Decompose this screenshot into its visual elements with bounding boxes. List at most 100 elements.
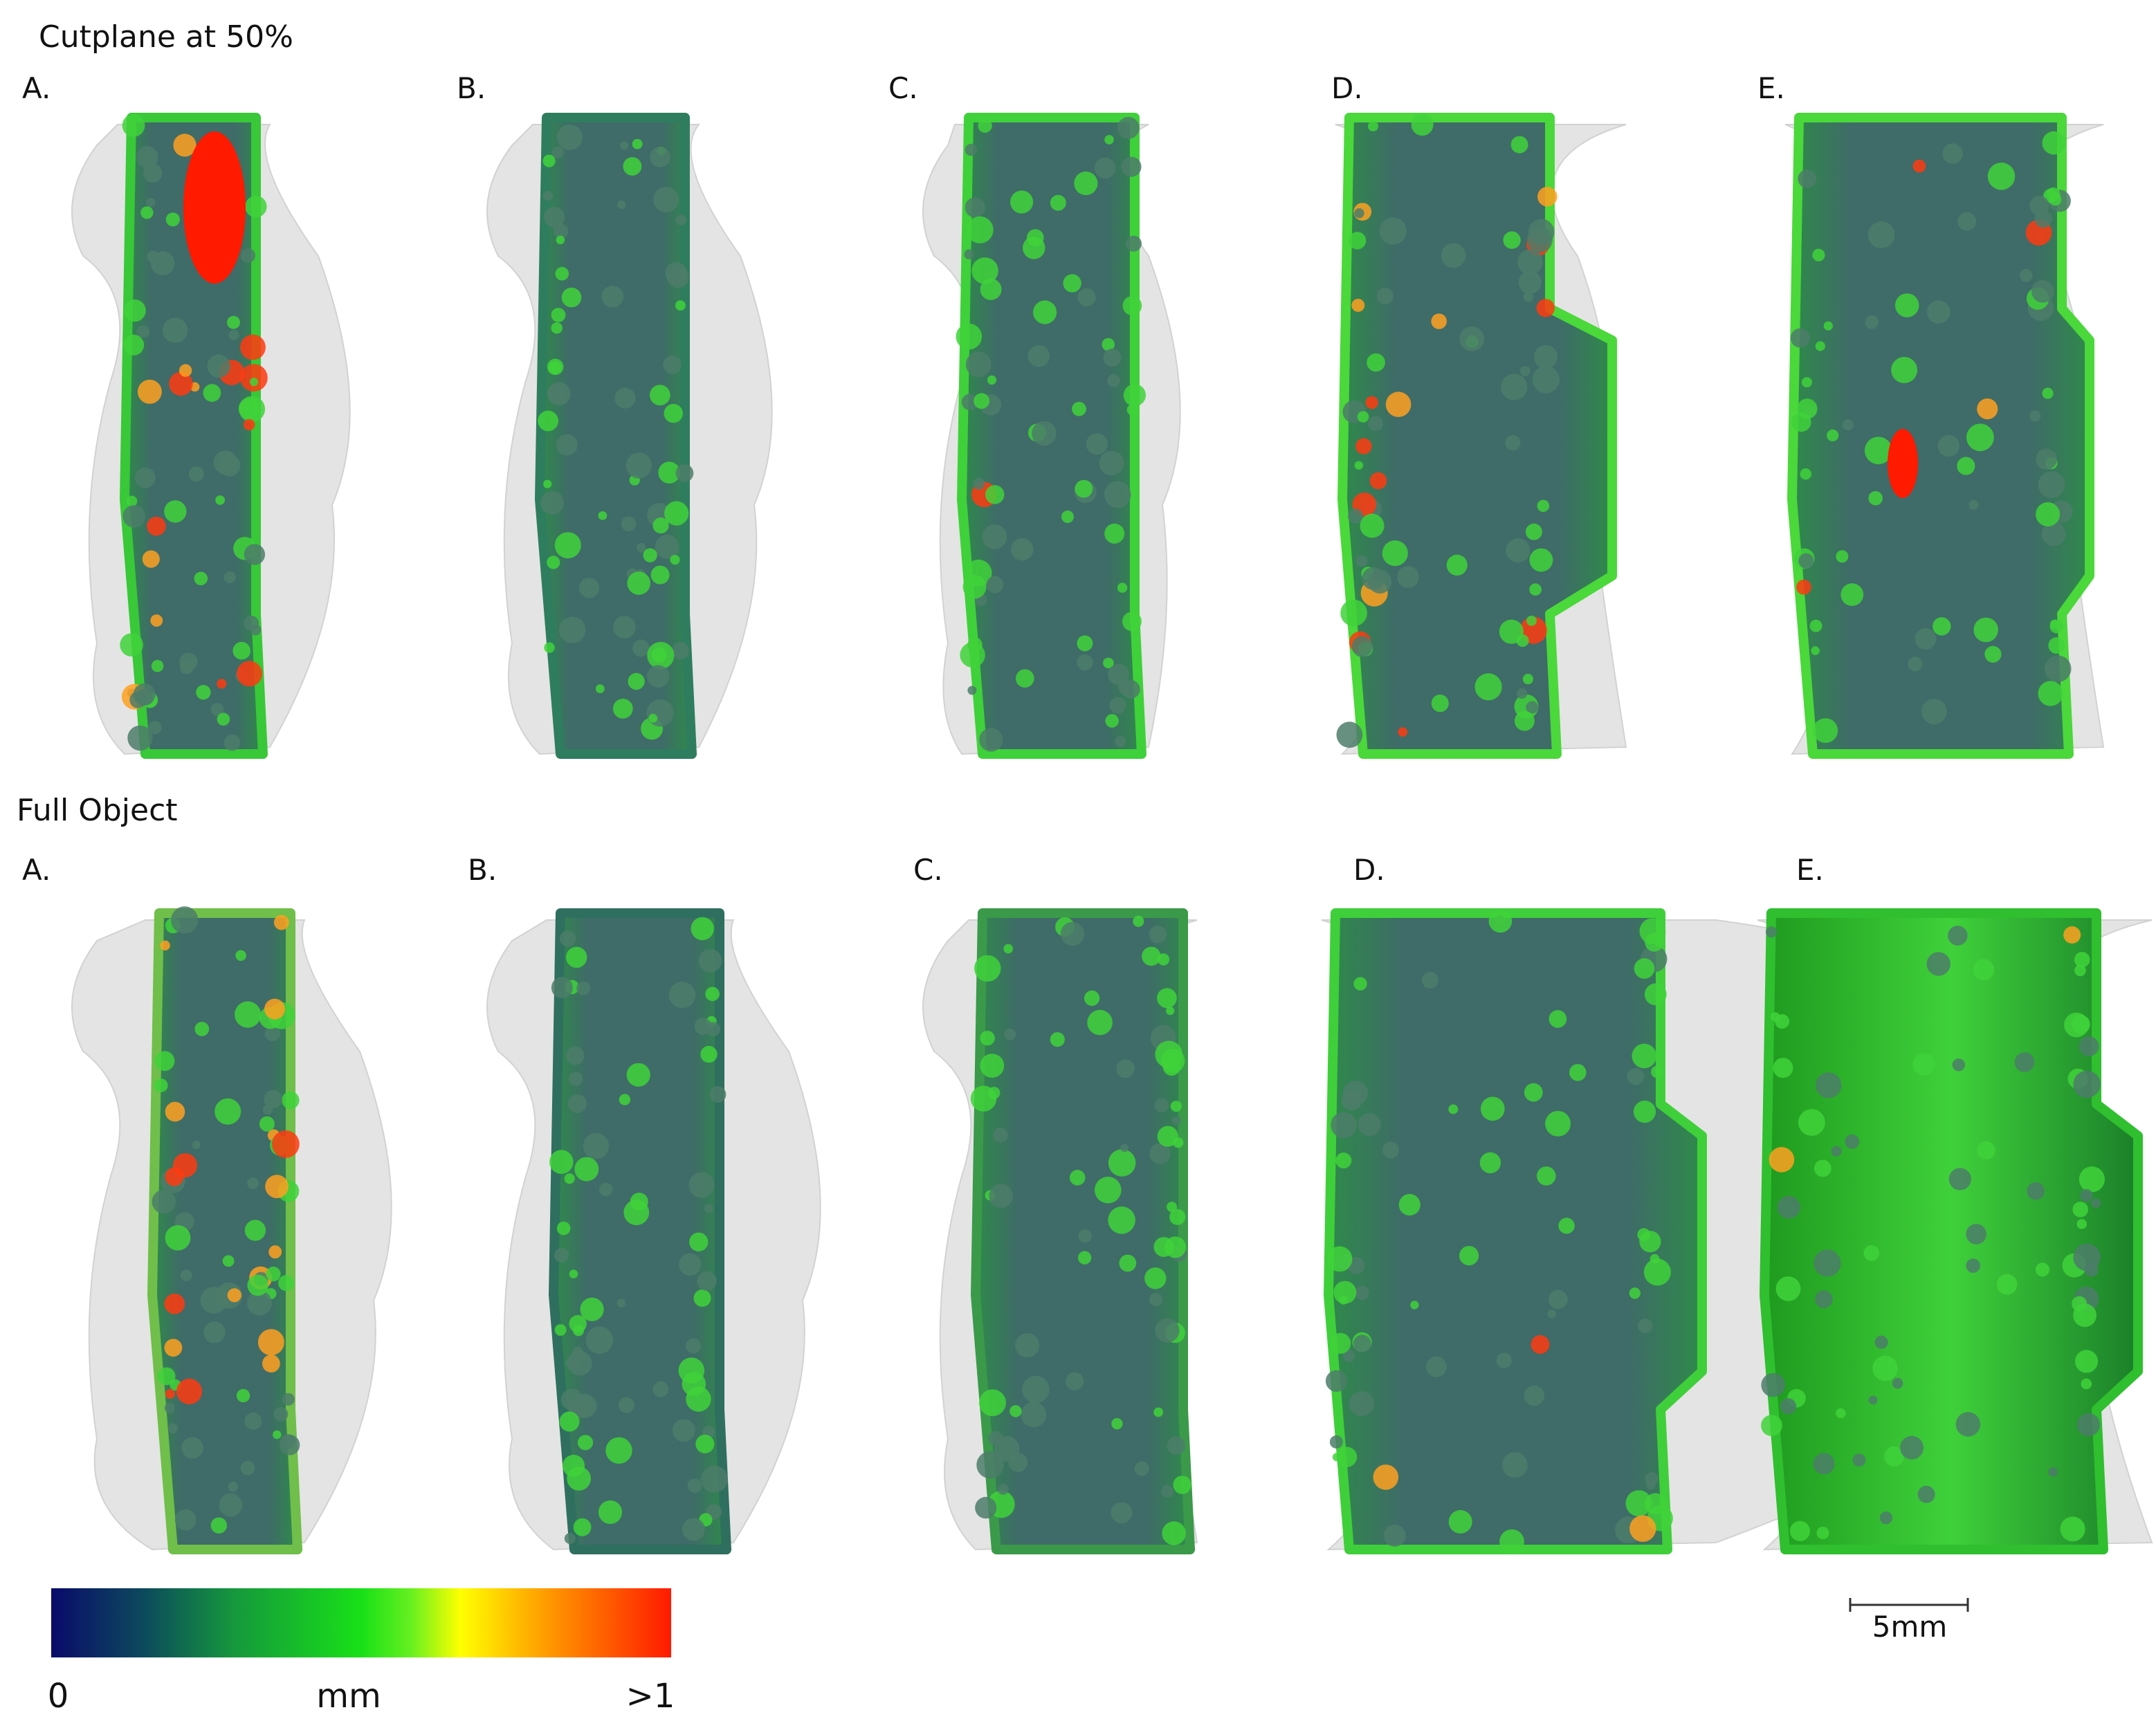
texture-spot: [573, 1325, 584, 1336]
texture-spot: [1342, 1350, 1355, 1362]
texture-spot: [1459, 326, 1485, 351]
texture-spot: [1643, 1258, 1671, 1286]
texture-spot: [1353, 1334, 1371, 1353]
texture-spot: [1836, 1408, 1846, 1419]
texture-spot: [262, 1354, 280, 1373]
colorbar: [51, 1588, 671, 1657]
texture-spot: [664, 403, 683, 423]
texture-spot: [1816, 1072, 1842, 1099]
rendering: [922, 113, 1181, 759]
texture-spot: [1122, 296, 1142, 315]
texture-spot: [1761, 1415, 1782, 1437]
texture-spot: [2076, 1413, 2101, 1437]
texture-spot: [1104, 523, 1125, 544]
texture-spot: [1077, 635, 1093, 652]
texture-spot: [157, 1367, 176, 1386]
texture-spot: [266, 1267, 281, 1282]
texture-spot: [1505, 434, 1521, 451]
texture-spot: [1529, 583, 1542, 596]
texture-spot: [165, 212, 180, 227]
texture-spot: [1798, 1109, 1825, 1136]
texture-spot: [1003, 944, 1013, 954]
texture-spot: [1355, 1286, 1369, 1300]
texture-spot: [1872, 1355, 1898, 1381]
texture-spot: [162, 318, 188, 343]
texture-spot: [1790, 328, 1810, 348]
texture-spot: [240, 248, 255, 264]
texture-spot: [688, 1172, 715, 1198]
texture-spot: [558, 616, 586, 643]
texture-spot: [240, 1460, 255, 1476]
rendering: [486, 908, 821, 1554]
texture-spot: [1167, 1202, 1178, 1213]
texture-spot: [236, 1388, 250, 1403]
texture-spot: [985, 485, 1005, 504]
texture-spot: [1955, 1412, 1981, 1437]
texture-spot: [974, 955, 1001, 982]
texture-spot: [1094, 157, 1116, 179]
rendering: [1757, 908, 2153, 1554]
texture-spot: [2036, 502, 2061, 526]
texture-spot: [2038, 681, 2063, 706]
texture-spot: [150, 251, 175, 276]
panel-label: B.: [457, 71, 486, 105]
texture-spot: [268, 1245, 282, 1259]
texture-spot: [1815, 1290, 1833, 1308]
texture-spot: [542, 190, 554, 201]
texture-spot: [1966, 1224, 1986, 1244]
texture-spot: [134, 467, 156, 488]
texture-spot: [989, 1184, 1013, 1208]
texture-spot: [165, 1388, 176, 1399]
column-body: [549, 908, 731, 1554]
texture-spot: [1868, 490, 1883, 506]
texture-spot: [1149, 1143, 1171, 1164]
texture-spot: [1448, 1104, 1459, 1114]
texture-spot: [653, 187, 679, 212]
texture-spot: [595, 684, 605, 694]
texture-spot: [1531, 1335, 1550, 1354]
texture-spot: [1330, 1332, 1351, 1354]
texture-spot: [1171, 1116, 1181, 1125]
texture-spot: [650, 147, 670, 167]
texture-spot: [136, 688, 153, 706]
texture-spot: [1410, 1300, 1419, 1309]
texture-spot: [1160, 1049, 1185, 1073]
texture-spot: [1816, 1527, 1829, 1539]
texture-spot: [1499, 619, 1524, 644]
texture-spot: [1987, 163, 2016, 190]
texture-spot: [2034, 210, 2052, 228]
texture-spot: [210, 703, 224, 717]
texture-spot: [1532, 366, 1560, 394]
texture-spot: [282, 1392, 295, 1406]
texture-spot: [960, 642, 985, 668]
texture-spot: [1108, 1206, 1135, 1234]
texture-spot: [1077, 654, 1093, 671]
texture-spot: [686, 1338, 702, 1354]
rendering: [1335, 113, 1627, 759]
texture-spot: [576, 981, 591, 995]
texture-spot: [147, 516, 166, 536]
texture-spot: [1789, 1520, 1811, 1541]
texture-spot: [1446, 554, 1468, 576]
texture-spot: [1077, 288, 1096, 306]
texture-spot: [1121, 156, 1142, 177]
texture-spot: [1126, 403, 1139, 416]
texture-spot: [1549, 1010, 1567, 1028]
texture-spot: [219, 454, 241, 477]
texture-spot: [2048, 1467, 2058, 1477]
hot-spot: [183, 131, 246, 284]
texture-spot: [1032, 421, 1057, 446]
texture-spot: [1884, 1446, 1905, 1467]
texture-spot: [574, 1157, 599, 1182]
texture-spot: [238, 398, 260, 420]
texture-spot: [649, 385, 670, 406]
scale-bar: [1849, 1598, 1969, 1612]
texture-spot: [164, 1294, 185, 1314]
texture-spot: [137, 379, 162, 404]
texture-spot: [540, 490, 564, 515]
texture-spot: [1119, 1254, 1137, 1272]
texture-spot: [687, 1478, 702, 1493]
texture-spot: [2084, 1262, 2099, 1277]
texture-spot: [280, 1434, 295, 1449]
texture-spot: [1107, 374, 1120, 387]
